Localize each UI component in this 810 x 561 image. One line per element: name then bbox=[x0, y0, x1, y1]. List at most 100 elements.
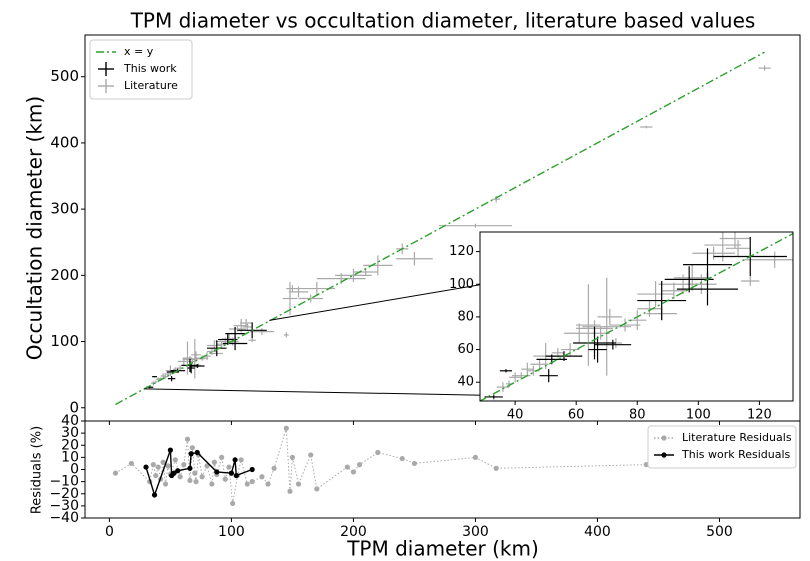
legend-label: This work Residuals bbox=[681, 448, 791, 461]
y-tick-label: −10 bbox=[49, 474, 79, 490]
x-tick-label: 80 bbox=[629, 408, 646, 423]
y-tick-label: 400 bbox=[50, 133, 79, 151]
point bbox=[187, 477, 193, 484]
point bbox=[214, 469, 220, 475]
point bbox=[177, 474, 183, 480]
x-tick-label: 0 bbox=[105, 524, 114, 540]
y-tick-label: −20 bbox=[49, 486, 79, 502]
line bbox=[480, 232, 793, 401]
inset-plot-area bbox=[480, 232, 793, 401]
point bbox=[175, 468, 181, 474]
point bbox=[226, 464, 232, 470]
point bbox=[194, 449, 200, 456]
y-tick-label: −40 bbox=[49, 510, 79, 526]
chart-title: TPM diameter vs occultation diameter, li… bbox=[130, 9, 756, 33]
point bbox=[233, 472, 239, 479]
point bbox=[295, 481, 302, 487]
legend-swatch bbox=[661, 452, 667, 458]
legend-swatch bbox=[661, 435, 667, 441]
point bbox=[344, 464, 350, 470]
point bbox=[143, 464, 149, 470]
y-tick-label: 200 bbox=[50, 266, 79, 284]
point bbox=[375, 449, 381, 456]
x-tick-label: 40 bbox=[507, 408, 524, 423]
point bbox=[155, 464, 161, 470]
point bbox=[172, 457, 178, 463]
y-tick-label: 0 bbox=[69, 398, 79, 416]
point bbox=[232, 457, 238, 463]
legend-label: This work bbox=[123, 62, 177, 75]
y-tick-label: 100 bbox=[449, 277, 474, 292]
x-tick-label: 60 bbox=[568, 408, 585, 423]
y-tick-label: 80 bbox=[457, 309, 474, 324]
legend-label: Literature Residuals bbox=[682, 431, 792, 444]
point bbox=[287, 488, 293, 494]
y-tick-label: −30 bbox=[49, 498, 79, 514]
x-tick-label: 200 bbox=[340, 524, 367, 540]
point bbox=[211, 459, 217, 465]
point bbox=[187, 465, 193, 471]
point bbox=[219, 454, 225, 460]
y-tick-label: 120 bbox=[449, 244, 474, 259]
y-axis-label: Residuals (%) bbox=[30, 426, 45, 514]
point bbox=[238, 457, 244, 463]
x-tick-label: 100 bbox=[218, 524, 245, 540]
axes-frame bbox=[84, 420, 801, 519]
line bbox=[115, 51, 765, 406]
y-tick-label: 300 bbox=[50, 200, 79, 218]
point bbox=[222, 476, 228, 482]
plot-area bbox=[115, 51, 771, 406]
point bbox=[228, 470, 235, 476]
point bbox=[193, 479, 199, 485]
point bbox=[151, 492, 158, 498]
x-tick-label: 500 bbox=[706, 524, 733, 540]
y-tick-label: 20 bbox=[61, 437, 79, 453]
x-tick-label: 400 bbox=[584, 524, 611, 540]
y-tick-label: 0 bbox=[70, 462, 79, 478]
point bbox=[192, 470, 198, 476]
point bbox=[150, 462, 156, 468]
y-tick-label: 30 bbox=[61, 425, 79, 441]
y-tick-label: 100 bbox=[50, 332, 79, 350]
point bbox=[184, 436, 191, 442]
x-tick-label: 100 bbox=[686, 408, 711, 423]
point bbox=[167, 447, 174, 453]
y-axis-label: Occultation diameter (km) bbox=[23, 96, 47, 360]
point bbox=[259, 474, 265, 480]
point bbox=[165, 463, 171, 469]
point bbox=[199, 474, 205, 480]
inset-frame bbox=[479, 231, 794, 402]
y-tick-label: 500 bbox=[50, 67, 79, 85]
point bbox=[249, 466, 255, 473]
point bbox=[314, 486, 320, 492]
point bbox=[283, 425, 289, 431]
point bbox=[308, 452, 314, 458]
point bbox=[289, 454, 296, 460]
point bbox=[189, 445, 195, 451]
legend-label: Literature bbox=[124, 79, 178, 92]
point bbox=[399, 455, 405, 462]
point bbox=[472, 454, 479, 460]
y-tick-label: 10 bbox=[61, 449, 79, 465]
y-tick-label: 40 bbox=[61, 413, 79, 429]
x-tick-label: 120 bbox=[747, 408, 772, 423]
point bbox=[162, 481, 169, 487]
y-tick-label: 60 bbox=[457, 342, 474, 357]
point bbox=[171, 470, 177, 476]
x-tick-label: 300 bbox=[462, 524, 489, 540]
x-axis-label: TPM diameter (km) bbox=[346, 537, 539, 561]
point bbox=[356, 462, 363, 468]
point bbox=[230, 500, 236, 507]
point bbox=[493, 465, 499, 471]
point bbox=[350, 469, 357, 475]
point bbox=[188, 451, 194, 457]
point bbox=[244, 481, 250, 487]
y-tick-label: 40 bbox=[457, 375, 474, 390]
legend-box bbox=[89, 39, 193, 100]
point bbox=[128, 460, 134, 467]
point bbox=[112, 470, 119, 476]
point bbox=[265, 481, 271, 487]
point bbox=[160, 459, 166, 465]
